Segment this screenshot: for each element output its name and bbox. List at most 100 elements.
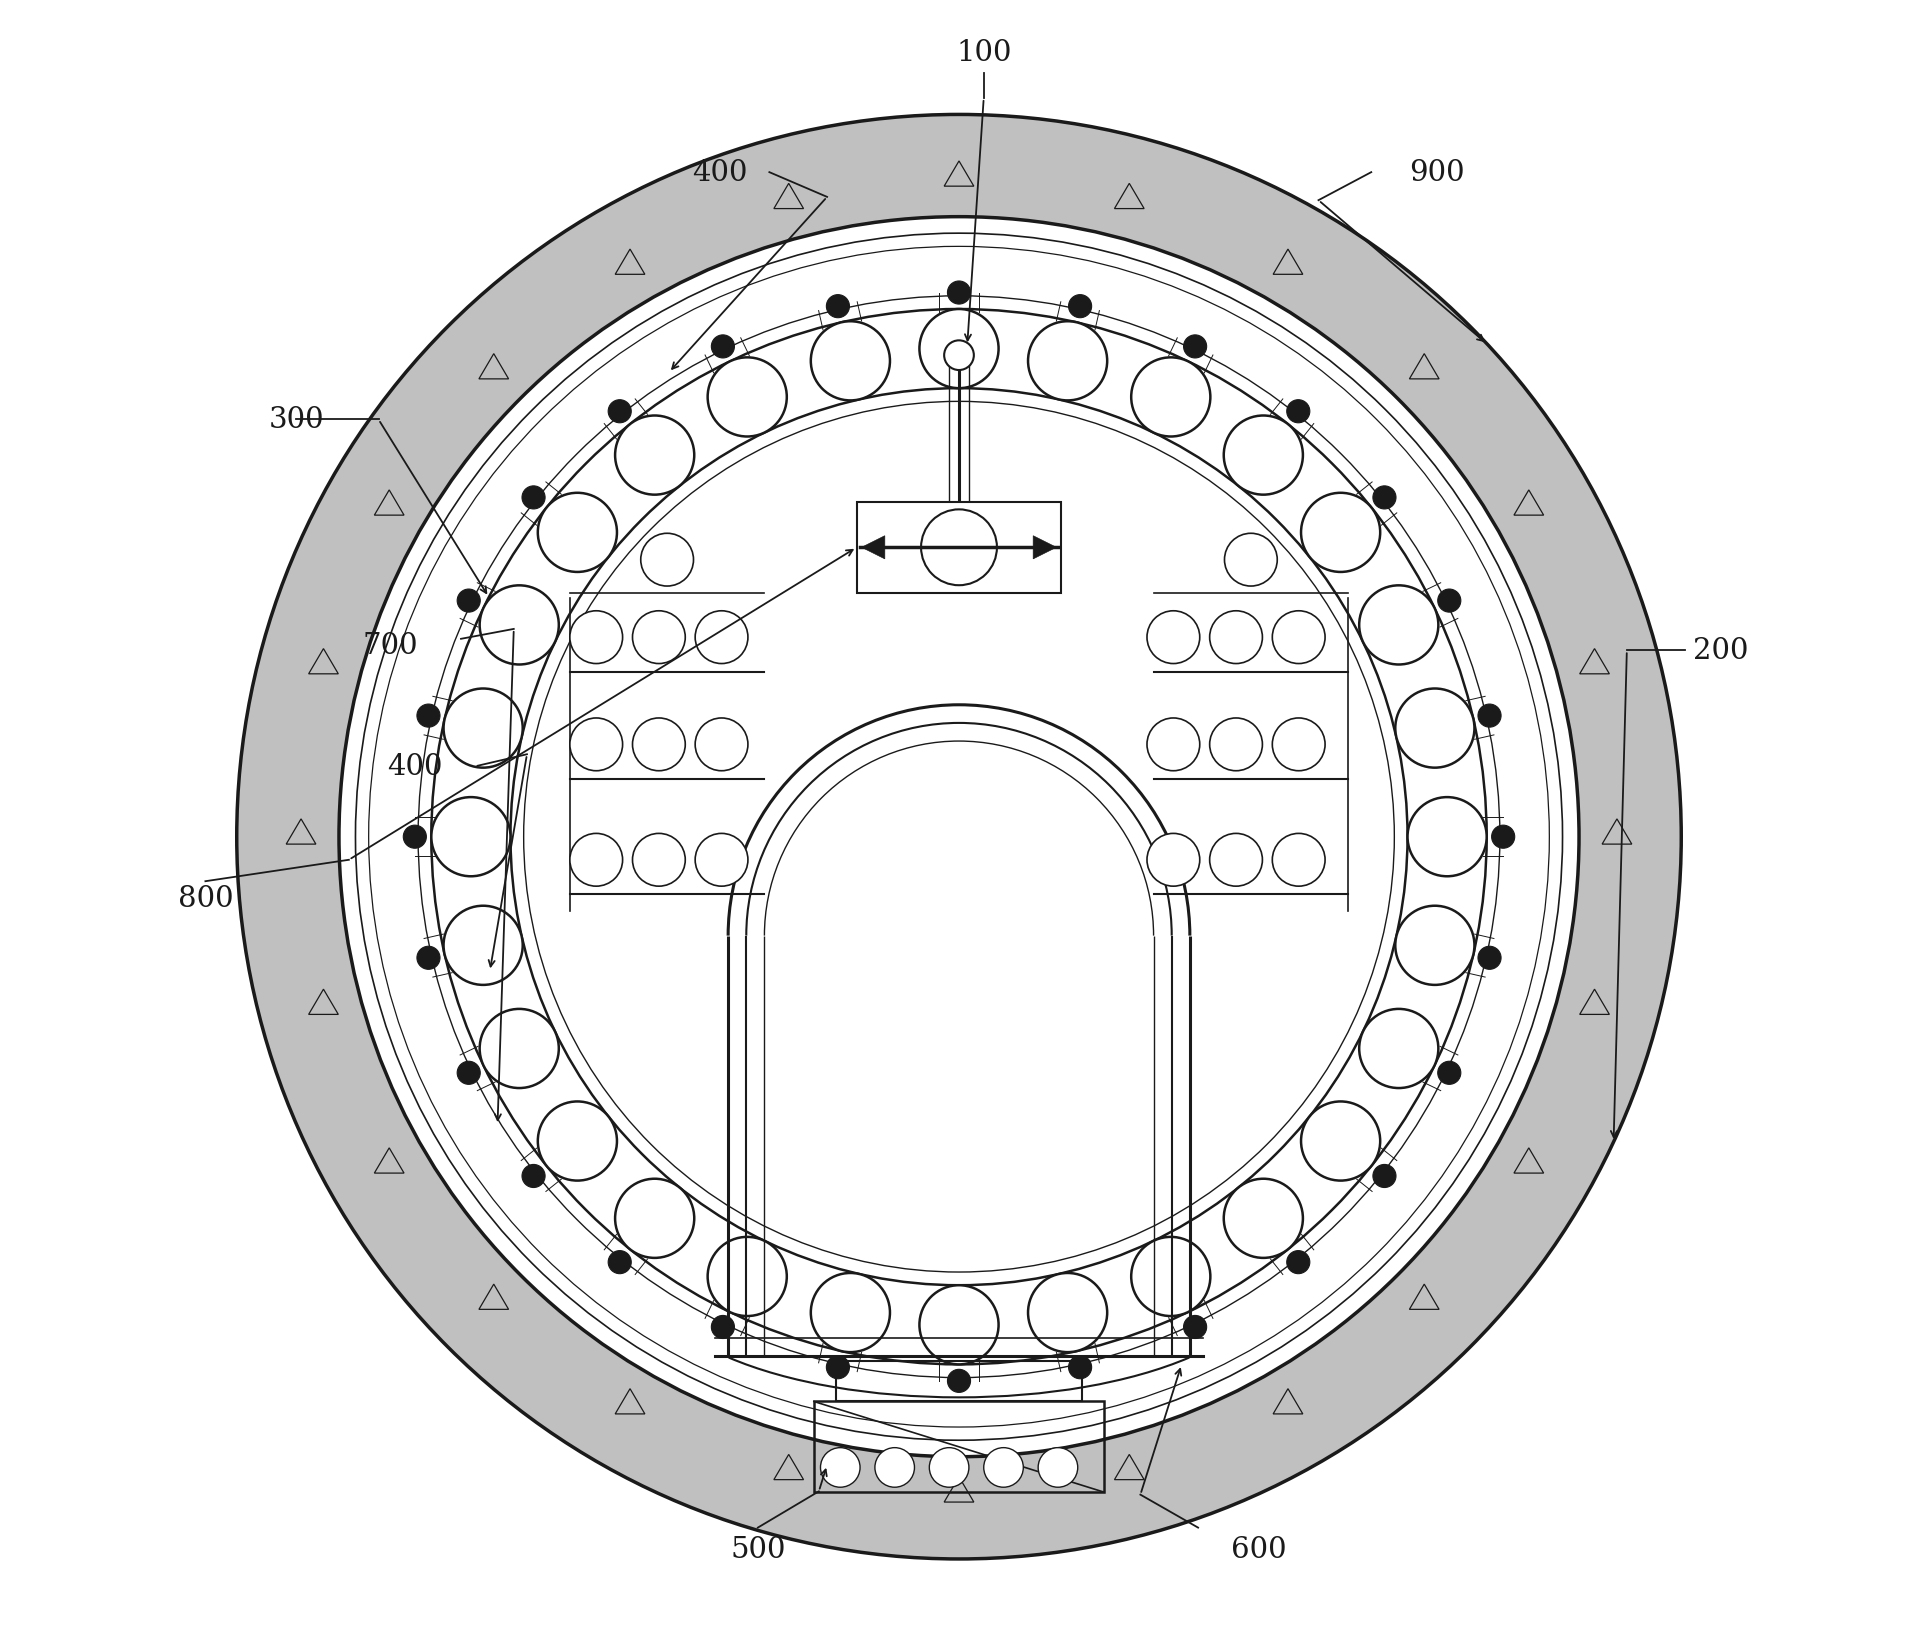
Circle shape [1028, 1274, 1107, 1353]
Circle shape [1438, 590, 1462, 613]
Circle shape [919, 1285, 999, 1365]
Bar [836, 1361, 1082, 1401]
Text: 800: 800 [178, 885, 234, 911]
Circle shape [570, 834, 623, 887]
Circle shape [456, 1061, 480, 1084]
Circle shape [443, 689, 524, 768]
Circle shape [827, 1356, 850, 1379]
Text: 100: 100 [955, 40, 1011, 66]
Text: 600: 600 [1231, 1536, 1287, 1562]
Circle shape [608, 1251, 631, 1274]
Circle shape [1210, 719, 1262, 771]
Text: 900: 900 [1410, 160, 1465, 186]
Circle shape [811, 1274, 890, 1353]
Circle shape [616, 1178, 694, 1257]
Circle shape [522, 486, 545, 509]
Circle shape [919, 310, 999, 389]
Circle shape [633, 611, 685, 664]
Circle shape [570, 611, 623, 664]
Circle shape [641, 534, 694, 587]
Circle shape [1147, 834, 1201, 887]
Circle shape [537, 493, 618, 572]
Circle shape [608, 400, 631, 424]
Circle shape [1038, 1449, 1078, 1486]
Circle shape [480, 587, 558, 666]
Circle shape [1360, 587, 1438, 666]
Text: 400: 400 [387, 753, 443, 780]
Circle shape [443, 906, 524, 986]
Circle shape [1373, 1165, 1396, 1188]
Circle shape [1272, 719, 1325, 771]
Circle shape [1068, 1356, 1091, 1379]
Circle shape [1132, 358, 1210, 437]
Circle shape [1224, 1178, 1302, 1257]
Circle shape [1360, 1009, 1438, 1088]
Circle shape [694, 834, 748, 887]
Polygon shape [861, 537, 884, 560]
Circle shape [984, 1449, 1024, 1486]
Circle shape [1028, 321, 1107, 400]
Circle shape [236, 115, 1682, 1559]
Circle shape [403, 826, 426, 849]
Text: 400: 400 [692, 160, 748, 186]
Circle shape [875, 1449, 915, 1486]
Text: 500: 500 [731, 1536, 786, 1562]
Circle shape [1147, 611, 1201, 664]
Circle shape [339, 218, 1579, 1457]
Circle shape [811, 321, 890, 400]
Circle shape [708, 358, 786, 437]
Circle shape [1272, 611, 1325, 664]
Circle shape [1300, 493, 1381, 572]
Circle shape [1183, 1315, 1206, 1338]
Circle shape [537, 1103, 618, 1182]
Circle shape [1147, 719, 1201, 771]
Circle shape [944, 341, 974, 371]
Circle shape [694, 719, 748, 771]
Circle shape [712, 336, 735, 359]
Circle shape [416, 946, 439, 969]
Circle shape [1373, 486, 1396, 509]
Bar [813, 1401, 1105, 1493]
Circle shape [1287, 400, 1310, 424]
Circle shape [930, 1449, 969, 1486]
Circle shape [1068, 295, 1091, 318]
Circle shape [432, 798, 510, 877]
Circle shape [522, 1165, 545, 1188]
Circle shape [1132, 1238, 1210, 1317]
Circle shape [1492, 826, 1515, 849]
Circle shape [1479, 705, 1502, 728]
Circle shape [1408, 798, 1486, 877]
Circle shape [1394, 906, 1475, 986]
Circle shape [708, 1238, 786, 1317]
Text: 200: 200 [1694, 638, 1749, 664]
Circle shape [821, 1449, 859, 1486]
Circle shape [1394, 689, 1475, 768]
Circle shape [1300, 1103, 1381, 1182]
Circle shape [827, 295, 850, 318]
Circle shape [712, 1315, 735, 1338]
Circle shape [633, 834, 685, 887]
Circle shape [694, 611, 748, 664]
Circle shape [947, 282, 971, 305]
Circle shape [947, 1369, 971, 1393]
Circle shape [1272, 834, 1325, 887]
Text: 300: 300 [269, 407, 324, 433]
Circle shape [1438, 1061, 1462, 1084]
Circle shape [616, 417, 694, 496]
Circle shape [456, 590, 480, 613]
Circle shape [570, 719, 623, 771]
Bar [857, 503, 1061, 593]
Circle shape [1183, 336, 1206, 359]
Circle shape [1287, 1251, 1310, 1274]
Circle shape [480, 1009, 558, 1088]
Circle shape [633, 719, 685, 771]
Circle shape [921, 511, 997, 585]
Circle shape [416, 705, 439, 728]
Circle shape [1224, 417, 1302, 496]
Circle shape [1479, 946, 1502, 969]
Circle shape [1210, 834, 1262, 887]
Text: 700: 700 [363, 633, 418, 659]
Circle shape [1210, 611, 1262, 664]
Circle shape [1224, 534, 1277, 587]
Polygon shape [1034, 537, 1057, 560]
